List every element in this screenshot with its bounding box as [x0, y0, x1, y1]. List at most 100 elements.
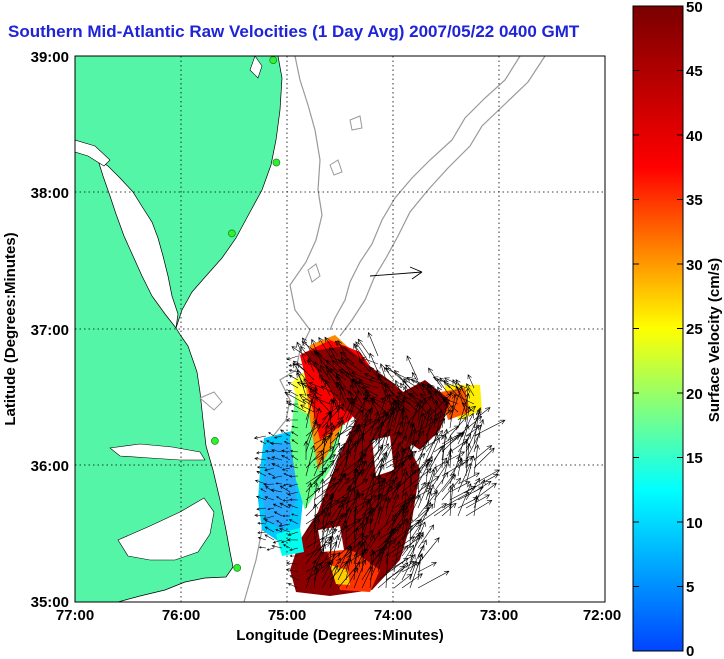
velocity-arrow	[441, 492, 470, 509]
station-marker	[272, 158, 281, 167]
velocity-arrow	[302, 399, 323, 413]
velocity-arrow	[275, 529, 283, 533]
velocity-arrow	[288, 369, 299, 373]
velocity-arrow	[254, 479, 267, 485]
velocity-arrow	[353, 526, 360, 549]
velocity-arrow	[449, 454, 461, 485]
velocity-arrow	[289, 554, 299, 558]
velocity-arrow	[313, 459, 335, 485]
velocity-arrow	[433, 471, 449, 493]
velocity-arrow	[369, 451, 387, 477]
y-axis: 39:00 38:00 37:00 36:00 35:00 Latitude (…	[2, 49, 69, 611]
velocity-vectors	[253, 331, 506, 589]
velocity-arrow	[443, 379, 459, 397]
velocity-arrow	[287, 504, 299, 509]
velocity-arrow	[465, 443, 472, 477]
velocity-arrow	[321, 442, 341, 469]
velocity-arrow	[337, 561, 361, 589]
station-marker	[211, 437, 219, 445]
velocity-arrow	[269, 441, 283, 446]
velocity-arrow	[256, 507, 267, 511]
delaware-bay	[249, 56, 263, 79]
velocity-arrow	[384, 387, 395, 413]
velocity-arrow	[280, 429, 291, 437]
velocity-arrow	[258, 546, 267, 549]
y-tick-label: 38:00	[31, 185, 69, 202]
velocity-arrow	[291, 425, 299, 429]
velocity-arrow	[465, 405, 472, 429]
velocity-arrow	[329, 564, 339, 589]
velocity-arrow	[287, 538, 299, 542]
velocity-arrow	[321, 377, 331, 397]
velocity-arrow	[326, 359, 339, 373]
velocity-arrow	[267, 473, 275, 477]
velocity-arrow	[417, 444, 426, 469]
velocity-arrow	[393, 573, 413, 589]
bathymetry-contour-lobe	[199, 115, 363, 411]
velocity-arrow	[345, 485, 352, 517]
velocity-arrow	[353, 540, 362, 565]
velocity-arrow	[305, 542, 331, 557]
velocity-arrow	[328, 536, 334, 565]
colorbar-tick-label: 50	[686, 0, 703, 16]
velocity-arrow	[271, 456, 283, 461]
velocity-arrow	[401, 468, 432, 493]
velocity-arrow	[417, 539, 427, 557]
velocity-arrow	[313, 518, 321, 549]
velocity-arrow	[465, 473, 499, 493]
colorbar-tick-label: 40	[686, 128, 703, 145]
velocity-arrow	[393, 544, 409, 565]
velocity-arrow	[457, 457, 464, 477]
velocity-arrow	[377, 565, 405, 589]
station-marker	[228, 229, 236, 238]
velocity-arrow	[465, 432, 481, 461]
velocity-arrow	[329, 416, 343, 437]
velocity-arrow	[369, 428, 391, 453]
velocity-arrow	[345, 470, 363, 493]
velocity-arrow	[312, 503, 318, 541]
velocity-arrow	[254, 457, 267, 461]
velocity-arrow	[305, 398, 314, 429]
velocity-arrow	[425, 432, 439, 461]
velocity-arrow	[305, 419, 318, 453]
velocity-arrow	[385, 552, 391, 589]
velocity-arrow	[305, 418, 317, 445]
velocity-arrow	[473, 447, 495, 469]
velocity-arrow	[300, 404, 315, 413]
velocity-arrow	[433, 418, 446, 437]
velocity-arrow	[369, 473, 377, 509]
velocity-arrow	[473, 407, 491, 421]
velocity-arrow	[401, 414, 409, 437]
velocity-arrow	[266, 547, 275, 551]
velocity-arrow	[275, 482, 283, 485]
velocity-arrow	[296, 381, 315, 389]
velocity-arrow	[457, 486, 484, 501]
velocity-arrow	[339, 351, 355, 365]
velocity-arrow	[287, 381, 299, 389]
velocity-arrow	[393, 405, 401, 429]
velocity-arrow	[264, 534, 275, 541]
velocity-arrow	[358, 358, 371, 373]
velocity-arrow	[313, 454, 337, 469]
velocity-arrow	[409, 545, 425, 573]
velocity-arrow	[433, 503, 453, 517]
velocity-arrow	[465, 387, 471, 421]
colorbar-tick-label: 0	[686, 643, 694, 659]
velocity-arrow	[427, 389, 443, 413]
velocity-arrow	[369, 410, 380, 437]
velocity-arrow	[315, 396, 331, 413]
velocity-arrow	[393, 562, 409, 581]
grid	[75, 56, 605, 602]
velocity-arrow	[361, 459, 374, 485]
velocity-arrow	[417, 570, 450, 589]
velocity-arrow	[457, 462, 472, 493]
velocity-arrow	[366, 394, 387, 413]
velocity-arrow	[393, 451, 401, 477]
x-tick-label: 76:00	[162, 607, 200, 624]
velocity-arrow	[302, 337, 315, 357]
velocity-arrow	[385, 476, 398, 493]
hf-radar-stations	[211, 56, 281, 572]
velocity-arrow	[345, 430, 353, 469]
velocity-arrow	[313, 435, 331, 453]
velocity-arrow	[276, 496, 283, 501]
